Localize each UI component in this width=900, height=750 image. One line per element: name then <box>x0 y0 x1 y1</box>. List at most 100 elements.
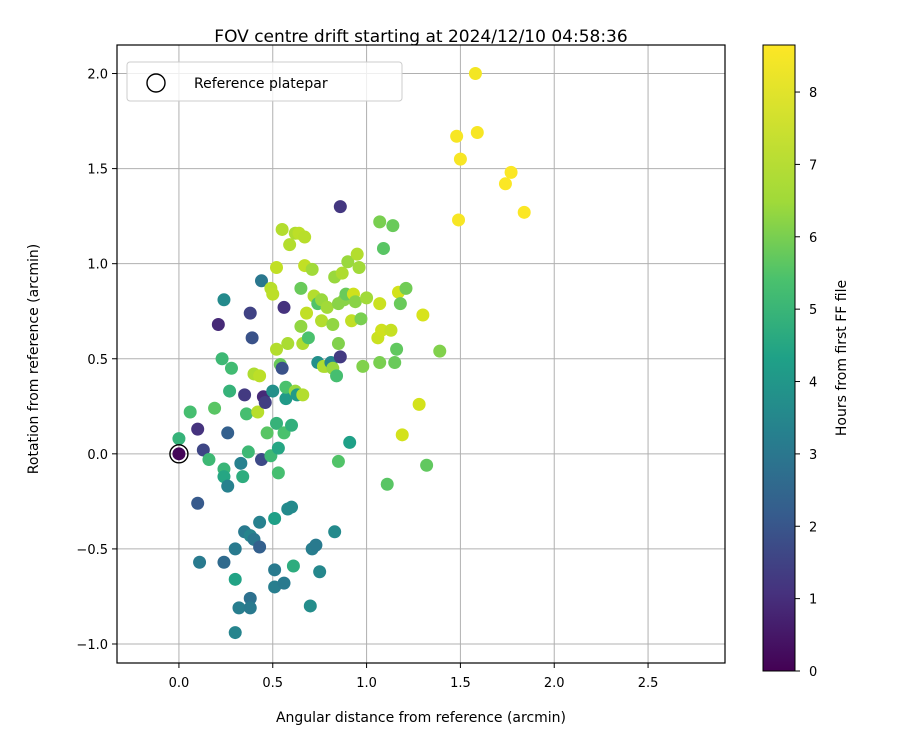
data-point <box>254 274 268 288</box>
chart-title: FOV centre drift starting at 2024/12/10 … <box>214 27 627 47</box>
data-point <box>270 416 284 430</box>
data-point <box>373 215 387 229</box>
data-point <box>395 428 409 442</box>
data-point <box>279 392 293 406</box>
data-points <box>172 67 531 640</box>
x-tick-label: 2.5 <box>638 676 659 691</box>
data-point <box>376 241 390 255</box>
data-point <box>191 422 205 436</box>
data-point <box>202 453 216 467</box>
data-point <box>228 542 242 556</box>
data-point <box>253 540 267 554</box>
data-point <box>285 418 299 432</box>
data-point <box>393 297 407 311</box>
data-point <box>270 342 284 356</box>
x-tick-label: 0.5 <box>262 676 283 691</box>
data-point <box>498 177 512 191</box>
data-point <box>350 247 364 261</box>
data-point <box>268 563 282 577</box>
data-point <box>241 445 255 459</box>
x-tick-label: 1.0 <box>356 676 377 691</box>
x-tick-label: 1.5 <box>450 676 471 691</box>
data-point <box>236 470 250 484</box>
data-point <box>373 297 387 311</box>
y-tick-label: −1.0 <box>76 638 108 653</box>
y-tick-label: 1.0 <box>87 258 108 273</box>
data-point <box>275 361 289 375</box>
data-point <box>191 496 205 510</box>
data-point <box>228 626 242 640</box>
colorbar-tick-label: 8 <box>809 86 817 101</box>
data-point <box>253 515 267 529</box>
data-point <box>286 559 300 573</box>
data-point <box>239 407 253 421</box>
data-point <box>224 361 238 375</box>
legend-marker-icon <box>146 73 166 93</box>
colorbar-tick-label: 6 <box>809 231 817 246</box>
data-point <box>380 477 394 491</box>
x-tick-label: 0.0 <box>169 676 190 691</box>
data-point <box>412 397 426 411</box>
data-point <box>453 152 467 166</box>
data-point <box>315 314 329 328</box>
data-point <box>238 388 252 402</box>
reference-marker <box>169 444 189 464</box>
data-point <box>386 219 400 233</box>
data-point <box>335 266 349 280</box>
y-axis-ticks: −1.0 −0.5 0.0 0.5 1.0 1.5 2.0 <box>76 68 117 653</box>
data-point <box>223 384 237 398</box>
data-point <box>450 129 464 143</box>
colorbar-tick-label: 2 <box>809 520 817 535</box>
data-point <box>360 291 374 305</box>
colorbar-tick-label: 0 <box>809 665 817 680</box>
data-point <box>285 500 299 514</box>
data-point <box>399 281 413 295</box>
data-point <box>271 466 285 480</box>
data-point <box>277 300 291 314</box>
data-point <box>320 300 334 314</box>
data-point <box>375 323 389 337</box>
data-point <box>330 369 344 383</box>
data-point <box>303 599 317 613</box>
data-point <box>517 205 531 219</box>
data-point <box>300 306 314 320</box>
data-point <box>470 125 484 139</box>
data-point <box>341 255 355 269</box>
data-point <box>331 454 345 468</box>
y-tick-label: 0.5 <box>87 353 108 368</box>
data-point <box>296 388 310 402</box>
data-point <box>281 337 295 351</box>
colorbar-tick-label: 7 <box>809 158 817 173</box>
data-point <box>313 565 327 579</box>
colorbar-ticks: 0 1 2 3 4 5 6 7 8 <box>795 86 817 680</box>
colorbar-tick-label: 1 <box>809 593 817 608</box>
data-point <box>326 318 340 332</box>
data-point <box>268 511 282 525</box>
data-point <box>356 359 370 373</box>
x-axis-ticks: 0.0 0.5 1.0 1.5 2.0 2.5 <box>169 663 659 691</box>
grid <box>117 45 725 663</box>
data-point <box>301 331 315 345</box>
data-point <box>373 356 387 370</box>
data-point <box>333 200 347 214</box>
data-point <box>245 331 259 345</box>
data-point <box>283 238 297 252</box>
colorbar: 0 1 2 3 4 5 6 7 8 Hours from first FF file <box>762 44 850 680</box>
y-tick-label: 2.0 <box>87 68 108 83</box>
y-tick-label: 0.0 <box>87 448 108 463</box>
x-tick-label: 2.0 <box>544 676 565 691</box>
data-point <box>260 426 274 440</box>
data-point <box>258 395 272 409</box>
data-point <box>251 405 265 419</box>
data-point <box>172 432 186 446</box>
data-point <box>343 435 357 449</box>
data-point <box>294 319 308 333</box>
data-point <box>468 67 482 81</box>
data-point <box>193 555 207 569</box>
data-point <box>328 525 342 539</box>
data-point <box>420 458 434 472</box>
legend-box <box>126 61 403 102</box>
colorbar-gradient <box>762 44 796 672</box>
x-axis-label: Angular distance from reference (arcmin) <box>276 710 566 726</box>
